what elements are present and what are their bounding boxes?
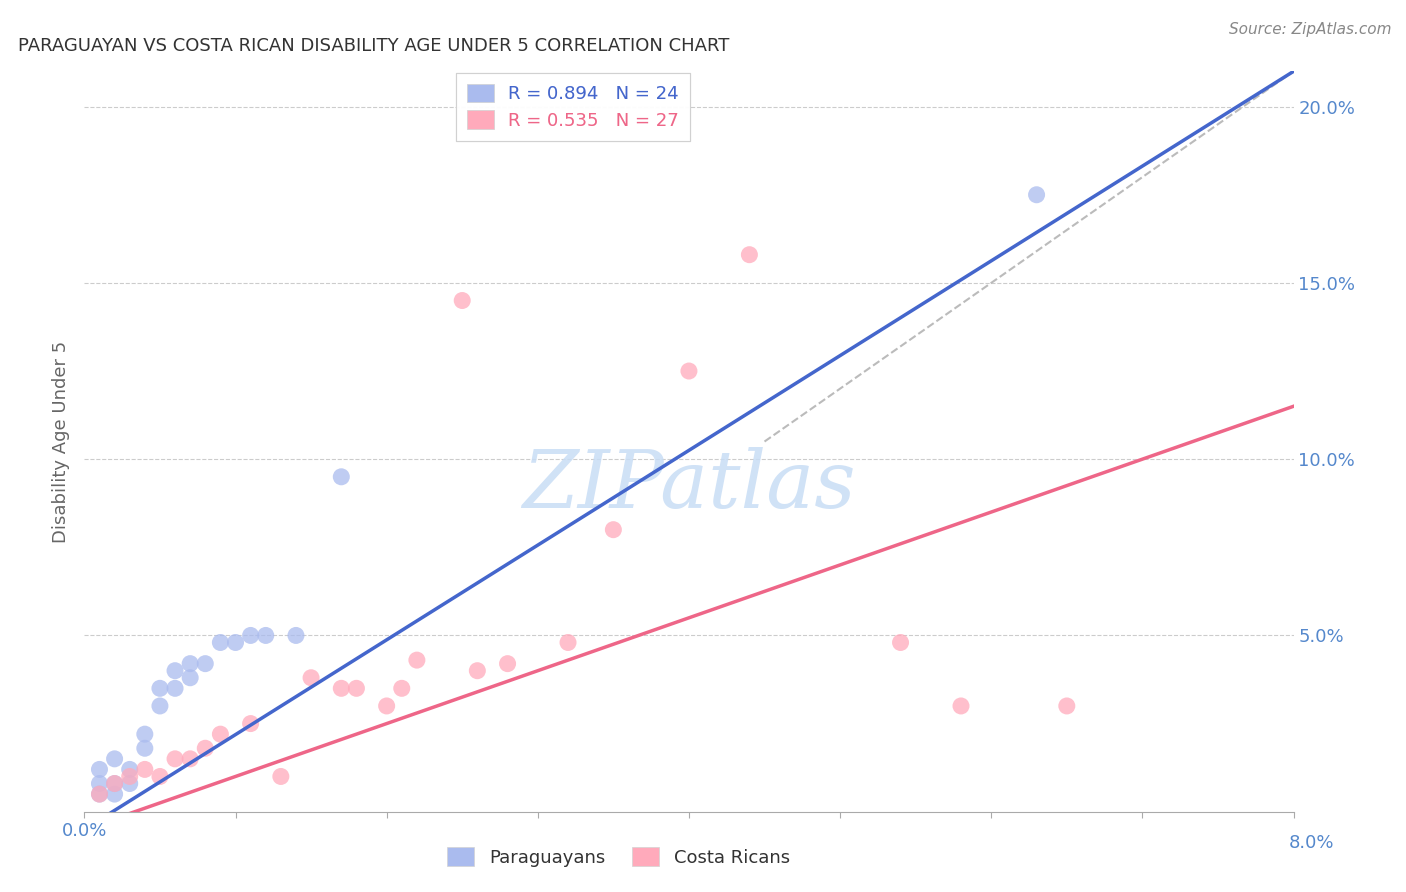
Point <box>165 752 187 766</box>
Point <box>406 653 429 667</box>
Point <box>118 769 141 783</box>
Point <box>950 698 973 713</box>
Point <box>104 752 127 766</box>
Point <box>299 671 322 685</box>
Point <box>557 635 579 649</box>
Point <box>496 657 519 671</box>
Point <box>738 248 761 262</box>
Point <box>1025 187 1047 202</box>
Point <box>285 628 308 642</box>
Point <box>346 681 368 696</box>
Point <box>118 776 141 790</box>
Point <box>104 776 127 790</box>
Point <box>118 763 141 777</box>
Point <box>165 681 187 696</box>
Point <box>209 635 232 649</box>
Point <box>194 741 217 756</box>
Point <box>678 364 700 378</box>
Point <box>149 681 172 696</box>
Point <box>1056 698 1078 713</box>
Point <box>225 635 247 649</box>
Point <box>134 763 156 777</box>
Point <box>89 787 111 801</box>
Point <box>104 787 127 801</box>
Point <box>254 628 277 642</box>
Text: Source: ZipAtlas.com: Source: ZipAtlas.com <box>1229 22 1392 37</box>
Point <box>330 681 353 696</box>
Point <box>179 657 201 671</box>
Legend: R = 0.894   N = 24, R = 0.535   N = 27: R = 0.894 N = 24, R = 0.535 N = 27 <box>456 73 690 141</box>
Point <box>239 716 262 731</box>
Point <box>209 727 232 741</box>
Point <box>89 787 111 801</box>
Point <box>330 470 353 484</box>
Point <box>179 752 201 766</box>
Text: ZIPatlas: ZIPatlas <box>522 447 856 524</box>
Text: PARAGUAYAN VS COSTA RICAN DISABILITY AGE UNDER 5 CORRELATION CHART: PARAGUAYAN VS COSTA RICAN DISABILITY AGE… <box>18 37 730 54</box>
Text: 8.0%: 8.0% <box>1289 834 1334 852</box>
Point <box>375 698 398 713</box>
Point <box>270 769 292 783</box>
Point <box>134 741 156 756</box>
Point <box>451 293 474 308</box>
Point <box>890 635 912 649</box>
Point <box>391 681 413 696</box>
Point <box>194 657 217 671</box>
Point <box>89 776 111 790</box>
Point <box>104 776 127 790</box>
Point <box>89 763 111 777</box>
Point <box>149 698 172 713</box>
Point <box>165 664 187 678</box>
Point <box>239 628 262 642</box>
Y-axis label: Disability Age Under 5: Disability Age Under 5 <box>52 341 70 542</box>
Legend: Paraguayans, Costa Ricans: Paraguayans, Costa Ricans <box>440 840 797 874</box>
Point <box>179 671 201 685</box>
Point <box>467 664 489 678</box>
Point <box>134 727 156 741</box>
Point <box>149 769 172 783</box>
Point <box>602 523 624 537</box>
